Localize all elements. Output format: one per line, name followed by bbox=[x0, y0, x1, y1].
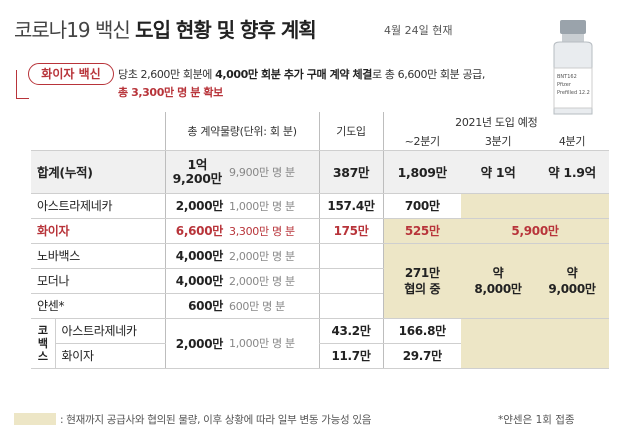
total-doses: 1억 9,200만 bbox=[164, 150, 229, 194]
row-introduced-pfizer: 175만 bbox=[318, 218, 384, 244]
row-name: 모더나 bbox=[31, 268, 165, 294]
header-introduced: 기도입 bbox=[318, 112, 384, 151]
row-introduced bbox=[318, 293, 384, 319]
legend-swatch bbox=[14, 413, 56, 425]
vial-label-line-3: Prefilled 12.2 bbox=[557, 90, 590, 96]
total-label: 합계(누적) bbox=[31, 150, 165, 194]
row-doses: 2,000만 bbox=[164, 193, 229, 219]
row-doses: 4,000만 bbox=[164, 243, 229, 269]
covax-row-name: 아스트라제네카 bbox=[54, 318, 165, 344]
covax-doses: 2,000만 bbox=[164, 318, 229, 369]
row-q3 bbox=[461, 193, 536, 219]
row-doses: 600만 bbox=[164, 293, 229, 319]
row-people: 2,000만 명 분 bbox=[229, 243, 320, 269]
covax-row-introduced: 11.7만 bbox=[318, 343, 384, 369]
header-empty-2 bbox=[31, 132, 165, 151]
page-title: 코로나19 백신 도입 현황 및 향후 계획 bbox=[14, 14, 317, 43]
covax-label: 코 백 스 bbox=[31, 318, 55, 369]
covax-row-name: 화이자 bbox=[54, 343, 165, 369]
header-plan: 2021년 도입 예정 bbox=[382, 112, 610, 132]
covax-q4 bbox=[535, 318, 610, 369]
row-name: 노바백스 bbox=[31, 243, 165, 269]
covax-people: 1,000만 명 분 bbox=[229, 318, 320, 369]
vial-label-line-1: BNT162 bbox=[557, 74, 577, 80]
header-q4: 4분기 bbox=[535, 132, 610, 151]
badge-connector bbox=[16, 70, 29, 99]
title-light: 코로나19 백신 bbox=[14, 18, 131, 42]
row-q34-pfizer: 5,900만 bbox=[461, 218, 610, 244]
row-introduced bbox=[318, 268, 384, 294]
covax-row-q2: 166.8만 bbox=[382, 318, 462, 344]
vaccine-vial-image: BNT162 Pfizer Prefilled 12.2 bbox=[553, 20, 593, 115]
pfizer-badge: 화이자 백신 bbox=[28, 63, 114, 85]
covax-row-introduced: 43.2만 bbox=[318, 318, 384, 344]
header-q3: 3분기 bbox=[461, 132, 536, 151]
merged-q3: 약 8,000만 bbox=[461, 243, 536, 319]
total-q2: 1,809만 bbox=[382, 150, 462, 194]
row-name-pfizer: 화이자 bbox=[31, 218, 165, 244]
row-people: 2,000만 명 분 bbox=[229, 268, 320, 294]
note-part-c: 로 총 6,600만 회분 공급, bbox=[371, 68, 485, 81]
row-people: 600만 명 분 bbox=[229, 293, 320, 319]
header-empty bbox=[31, 112, 165, 132]
header-q2: ~2분기 bbox=[382, 132, 462, 151]
total-people: 9,900만 명 분 bbox=[229, 150, 320, 194]
covax-q3 bbox=[461, 318, 536, 369]
row-q4 bbox=[535, 193, 610, 219]
row-name: 얀센* bbox=[31, 293, 165, 319]
merged-q4: 약 9,000만 bbox=[535, 243, 610, 319]
total-q3: 약 1억 bbox=[461, 150, 536, 194]
vial-label-line-2: Pfizer bbox=[557, 82, 572, 88]
total-introduced: 387만 bbox=[318, 150, 384, 194]
merged-q2: 271만 협의 중 bbox=[382, 243, 462, 319]
total-q4: 약 1.9억 bbox=[535, 150, 610, 194]
row-introduced: 157.4만 bbox=[318, 193, 384, 219]
header-contract: 총 계약물량(단위: 회 분) bbox=[164, 112, 320, 151]
janssen-note: *얀센은 1회 접종 bbox=[498, 414, 575, 426]
note-part-b: 4,000만 회분 추가 구매 계약 체결 bbox=[215, 68, 372, 81]
date-label: 4월 24일 현재 bbox=[384, 24, 453, 37]
row-q2: 700만 bbox=[382, 193, 462, 219]
row-people-pfizer: 3,300만 명 분 bbox=[229, 218, 320, 244]
title-bold: 도입 현황 및 향후 계획 bbox=[135, 18, 316, 42]
row-doses: 4,000만 bbox=[164, 268, 229, 294]
vaccine-table: 총 계약물량(단위: 회 분) 기도입 2021년 도입 예정 ~2분기 3분기… bbox=[31, 112, 610, 369]
pfizer-note: 당초 2,600만 회분에 4,000만 회분 추가 구매 계약 체결로 총 6… bbox=[118, 66, 538, 82]
legend-text: : 현재까지 공급사와 협의된 물량, 이후 상황에 따라 일부 변동 가능성 … bbox=[60, 414, 372, 426]
row-doses-pfizer: 6,600만 bbox=[164, 218, 229, 244]
pfizer-note-line2: 총 3,300만 명 분 확보 bbox=[118, 86, 223, 99]
row-name: 아스트라제네카 bbox=[31, 193, 165, 219]
row-people: 1,000만 명 분 bbox=[229, 193, 320, 219]
row-q2-pfizer: 525만 bbox=[382, 218, 462, 244]
row-introduced bbox=[318, 243, 384, 269]
covax-row-q2: 29.7만 bbox=[382, 343, 462, 369]
note-part-a: 당초 2,600만 회분에 bbox=[118, 68, 216, 81]
